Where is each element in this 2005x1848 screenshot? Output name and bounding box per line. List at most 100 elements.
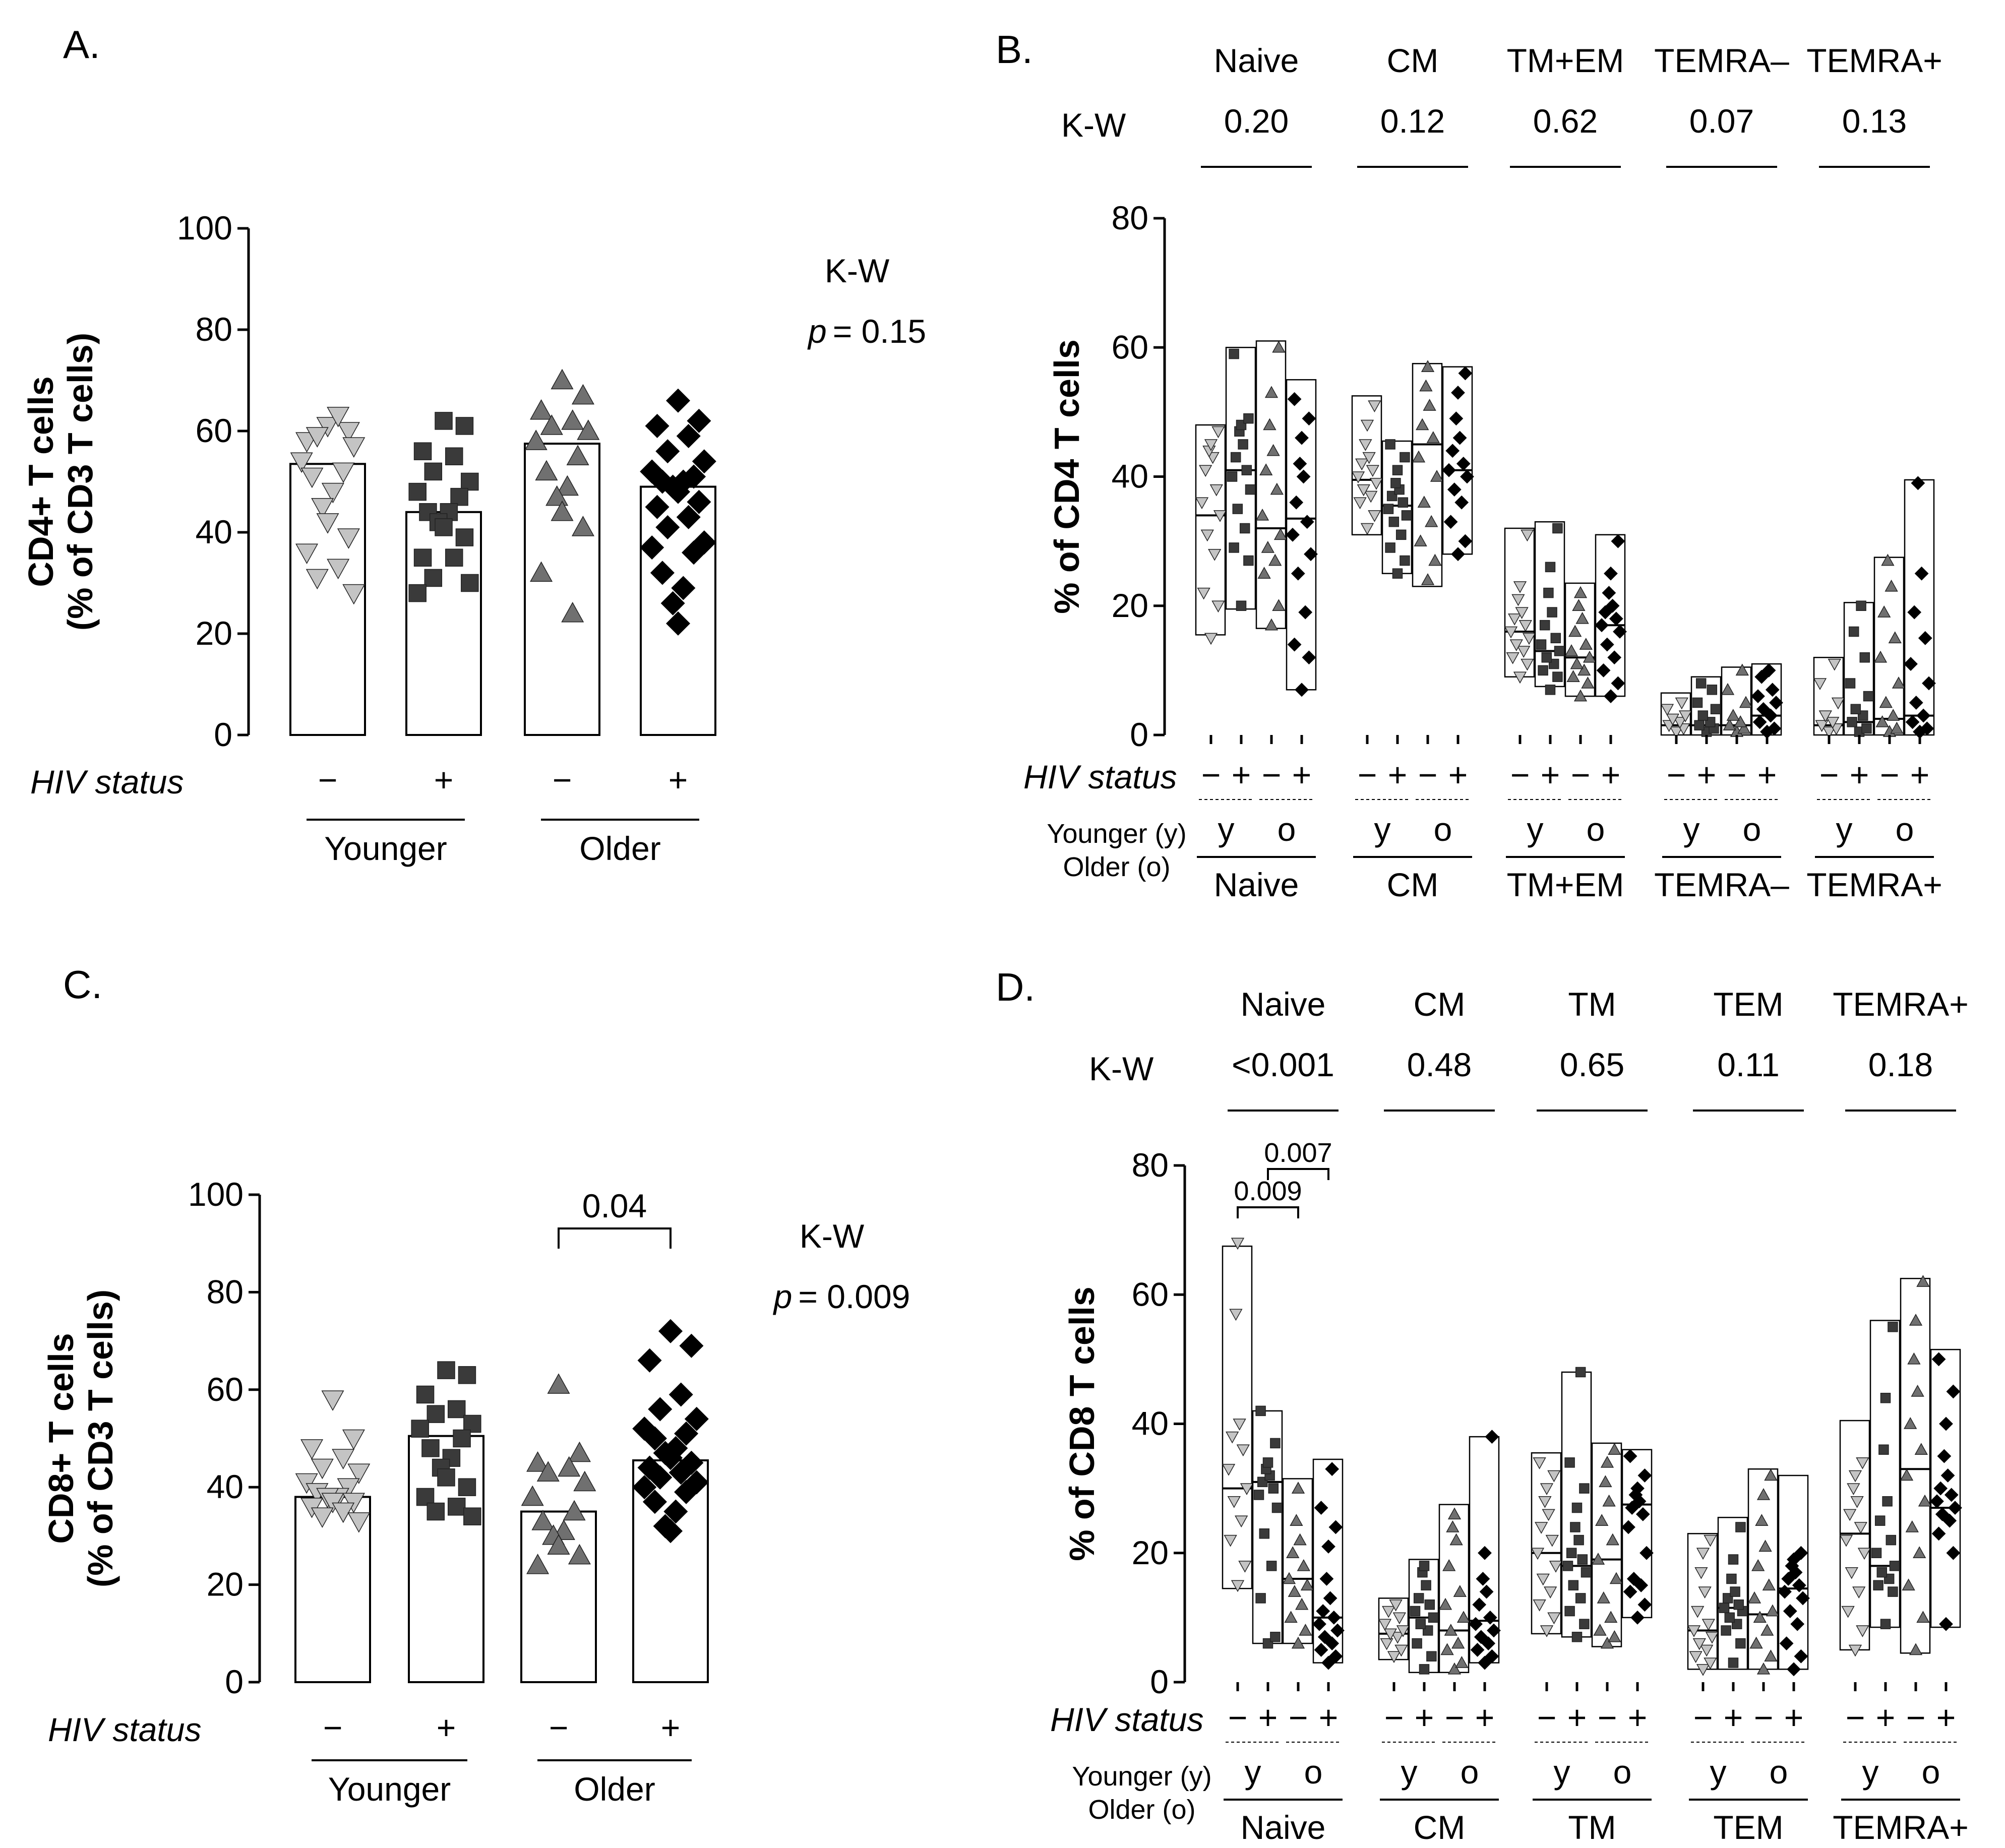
data-point xyxy=(1259,1528,1270,1539)
y-tick-label: 0 xyxy=(214,716,232,753)
data-point xyxy=(1243,555,1254,566)
data-point xyxy=(1639,1546,1654,1560)
y-tick-label: 40 xyxy=(196,513,232,550)
data-point xyxy=(1390,478,1401,488)
data-point xyxy=(1931,1352,1946,1367)
hiv-sign: + xyxy=(437,1709,456,1746)
data-point xyxy=(450,487,468,506)
data-point xyxy=(637,1455,662,1480)
subset-header: CM xyxy=(1387,42,1439,79)
data-point xyxy=(437,1468,455,1487)
data-point xyxy=(1847,1483,1860,1496)
data-point xyxy=(1873,650,1888,663)
hiv-sign: + xyxy=(1628,1699,1648,1736)
data-point xyxy=(1261,541,1274,553)
data-point xyxy=(1438,1597,1452,1610)
data-point xyxy=(1939,1416,1953,1431)
hiv-sign: + xyxy=(1232,756,1251,793)
age-letter: o xyxy=(1278,811,1296,848)
data-point xyxy=(1747,1591,1761,1604)
data-point xyxy=(1231,1580,1245,1592)
data-point xyxy=(1762,1578,1776,1591)
age-legend-younger: Younger (y) xyxy=(1072,1761,1211,1792)
data-point xyxy=(1579,1619,1590,1629)
age-letter: y xyxy=(1374,811,1391,848)
data-point xyxy=(1611,534,1625,548)
data-point xyxy=(1533,1599,1546,1612)
data-point xyxy=(1211,426,1225,439)
data-point xyxy=(563,1500,586,1521)
data-point xyxy=(453,1429,471,1448)
hiv-sign: + xyxy=(1601,756,1621,793)
data-point xyxy=(413,548,432,567)
data-point xyxy=(1396,1625,1410,1637)
comparison-p-value: 0.04 xyxy=(582,1187,647,1224)
age-legend-younger: Younger (y) xyxy=(1047,819,1186,849)
data-point xyxy=(1749,1636,1763,1649)
data-point xyxy=(1369,478,1383,490)
subset-header: TM xyxy=(1568,985,1616,1023)
data-point xyxy=(1330,1623,1345,1638)
data-point xyxy=(1544,1586,1557,1599)
data-point xyxy=(1455,1656,1469,1668)
data-point xyxy=(1900,1468,1914,1481)
data-point xyxy=(427,1502,445,1521)
data-point xyxy=(1540,1483,1554,1496)
data-point xyxy=(1268,553,1282,566)
data-point xyxy=(526,1451,550,1472)
data-point xyxy=(1568,1580,1579,1591)
data-point xyxy=(1728,1554,1739,1565)
data-point xyxy=(1282,1572,1296,1584)
panel-letter: C. xyxy=(63,962,102,1007)
age-letter: o xyxy=(1743,811,1761,848)
data-point xyxy=(1238,1561,1252,1573)
data-point xyxy=(424,462,443,481)
data-point xyxy=(1911,1385,1924,1397)
hiv-sign: − xyxy=(553,761,572,798)
data-point xyxy=(1850,1496,1864,1508)
data-point xyxy=(1383,504,1394,514)
y-tick-label: 40 xyxy=(1132,1405,1169,1442)
data-point xyxy=(1454,495,1469,510)
kw-p-value: <0.001 xyxy=(1232,1046,1334,1083)
data-point xyxy=(1566,670,1580,682)
data-point xyxy=(1552,523,1563,534)
data-point xyxy=(1227,1496,1241,1508)
data-point xyxy=(1368,510,1381,522)
data-point xyxy=(1841,1606,1855,1618)
data-point xyxy=(1723,718,1736,731)
data-point xyxy=(1856,600,1866,611)
data-point xyxy=(1476,1572,1490,1586)
data-point xyxy=(1839,1534,1853,1547)
data-point xyxy=(1579,638,1593,650)
data-point xyxy=(1513,671,1527,684)
data-point xyxy=(1449,1533,1463,1546)
data-point xyxy=(1698,1586,1712,1599)
data-point xyxy=(1881,553,1895,566)
data-point xyxy=(1392,465,1403,475)
data-point xyxy=(1843,1509,1857,1521)
comparison-p-value: 0.007 xyxy=(1264,1138,1332,1168)
data-point xyxy=(1451,386,1465,400)
data-point xyxy=(1299,1624,1312,1636)
subset-header: TEMRA– xyxy=(1654,42,1789,79)
data-point xyxy=(1513,581,1527,593)
data-point xyxy=(1208,549,1222,561)
data-point xyxy=(1224,1534,1237,1547)
data-point xyxy=(1470,1643,1485,1657)
data-point xyxy=(1314,1501,1328,1515)
data-point xyxy=(571,384,594,405)
data-point xyxy=(1426,431,1440,443)
comparison-bracket xyxy=(1237,1206,1299,1218)
hiv-status-label: HIV status xyxy=(30,763,184,800)
data-point xyxy=(1916,708,1931,723)
data-point xyxy=(1598,605,1613,620)
data-point xyxy=(1562,1561,1573,1571)
panel-letter: A. xyxy=(63,22,100,67)
data-point xyxy=(1382,1606,1395,1618)
data-point xyxy=(1735,1522,1746,1532)
data-point xyxy=(408,482,427,501)
data-point xyxy=(1442,463,1456,477)
data-point xyxy=(1756,1662,1771,1675)
data-point xyxy=(1364,490,1378,503)
